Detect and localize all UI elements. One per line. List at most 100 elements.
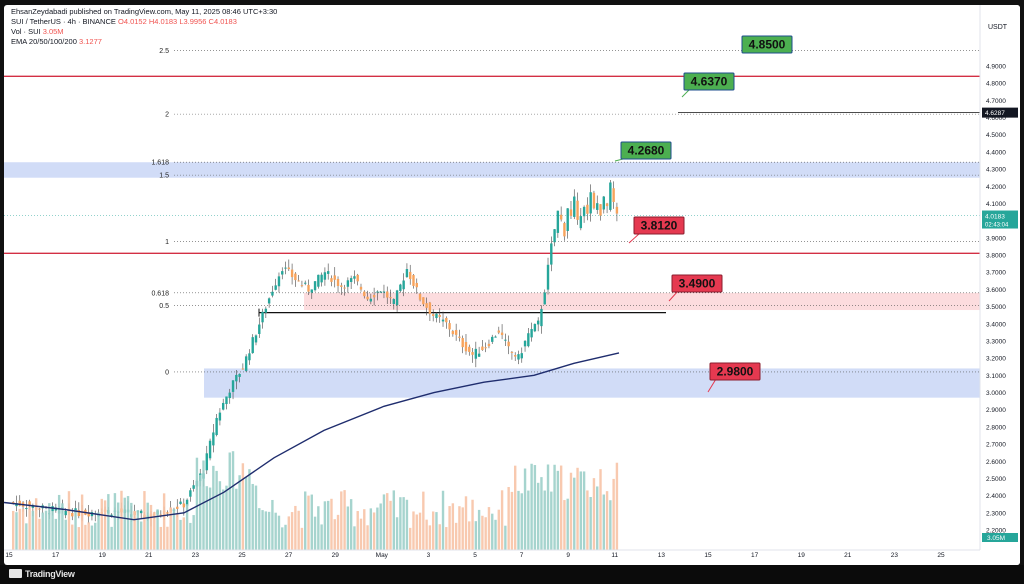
brand-label: TradingView xyxy=(25,569,75,579)
volume-bar xyxy=(609,500,612,550)
volume-bar xyxy=(116,502,120,550)
volume-bar xyxy=(126,496,130,550)
volume-bar xyxy=(317,506,320,550)
candle xyxy=(392,299,396,304)
volume-bar xyxy=(195,457,199,550)
volume-bar xyxy=(405,499,409,550)
candle xyxy=(294,273,297,281)
candle xyxy=(573,196,576,217)
volume-bar xyxy=(376,507,379,550)
time-tick: 7 xyxy=(520,552,524,559)
target-tag xyxy=(709,362,761,381)
time-tick: 29 xyxy=(332,552,340,559)
candle xyxy=(284,267,287,269)
zone-blue-top xyxy=(4,162,980,178)
candle xyxy=(615,206,619,214)
candle xyxy=(64,510,67,516)
volume-label[interactable]: Vol · SUI xyxy=(11,27,41,36)
volume-bar xyxy=(120,490,123,550)
volume-bar xyxy=(274,512,277,550)
candle xyxy=(582,206,586,217)
volume-bar xyxy=(415,514,418,550)
price-chart[interactable]: 2.5 2 1.618 1.5 1 0.618 0.5 0 4.8500 4.6370 4.2680… xyxy=(4,5,1020,565)
volume-bar xyxy=(28,506,31,550)
marker-price-text: 4.6287 xyxy=(985,110,1005,117)
candle xyxy=(586,204,589,214)
volume-bar xyxy=(290,512,294,550)
candle xyxy=(271,291,274,296)
volume-bar xyxy=(517,490,520,550)
volume-bar xyxy=(123,497,126,550)
volume-bar xyxy=(172,509,176,550)
volume-bar xyxy=(110,526,113,550)
candle xyxy=(477,353,481,357)
candle xyxy=(248,353,251,361)
price-tick: 3.8000 xyxy=(986,253,1006,260)
candle xyxy=(461,338,464,348)
candle xyxy=(553,229,556,243)
volume-bar xyxy=(438,524,441,550)
candle xyxy=(399,284,402,291)
candle xyxy=(481,346,484,351)
price-axis-bg xyxy=(980,5,1020,565)
candle xyxy=(244,356,248,371)
volume-bar xyxy=(313,516,317,550)
candle xyxy=(363,291,366,297)
footer-bar: TradingView xyxy=(0,565,1024,584)
candle xyxy=(313,281,317,291)
candle xyxy=(412,275,415,286)
tradingview-logo[interactable]: TradingView xyxy=(9,569,75,579)
volume-bar xyxy=(281,527,284,550)
volume-bar xyxy=(169,507,172,550)
volume-bar xyxy=(615,462,619,550)
volume-bar xyxy=(38,518,41,550)
price-tick: 2.5000 xyxy=(986,476,1006,483)
time-tick: 9 xyxy=(566,552,570,559)
candle xyxy=(221,402,225,410)
volume-bar xyxy=(428,525,432,550)
volume-bar xyxy=(248,469,251,550)
candle xyxy=(596,203,599,210)
volume-bar xyxy=(244,476,248,550)
volume-bar xyxy=(343,490,346,550)
volume-bar xyxy=(491,513,494,550)
candle xyxy=(241,368,245,370)
volume-bar xyxy=(310,494,313,550)
volume-bar xyxy=(530,463,533,550)
volume-bar xyxy=(336,514,340,550)
candle xyxy=(579,216,583,229)
candle xyxy=(340,285,343,287)
price-tick: 2.3000 xyxy=(986,510,1006,517)
time-tick: 25 xyxy=(937,552,945,559)
fib-label: 1 xyxy=(165,239,169,246)
candle xyxy=(405,269,409,278)
volume-bar xyxy=(346,506,350,550)
volume-bar xyxy=(379,503,382,550)
volume-bar xyxy=(267,511,271,550)
symbol-label[interactable]: SUI / TetherUS · 4h · BINANCE xyxy=(11,17,116,26)
chart-panel[interactable]: 2.5 2 1.618 1.5 1 0.618 0.5 0 4.8500 4.6370 4.2680… xyxy=(4,5,1020,565)
price-tick: 2.2000 xyxy=(986,528,1006,535)
time-tick: 17 xyxy=(52,552,60,559)
volume-bar xyxy=(468,521,471,550)
candle xyxy=(536,320,540,325)
candle xyxy=(71,512,74,517)
volume-bar xyxy=(563,500,566,550)
candle xyxy=(550,243,553,265)
candle xyxy=(185,499,189,506)
candle xyxy=(346,280,350,287)
time-tick: 19 xyxy=(99,552,107,559)
time-tick: 23 xyxy=(192,552,200,559)
candle xyxy=(238,373,241,377)
time-tick: 25 xyxy=(238,552,246,559)
candle xyxy=(333,275,336,280)
candle xyxy=(28,501,31,507)
candle xyxy=(277,276,281,287)
candle xyxy=(166,512,169,514)
volume-bar xyxy=(182,517,186,550)
volume-bar xyxy=(458,506,461,550)
ema-label[interactable]: EMA 20/50/100/200 xyxy=(11,37,77,46)
candle xyxy=(517,354,520,360)
volume-bar xyxy=(566,498,569,550)
candle xyxy=(215,417,218,436)
